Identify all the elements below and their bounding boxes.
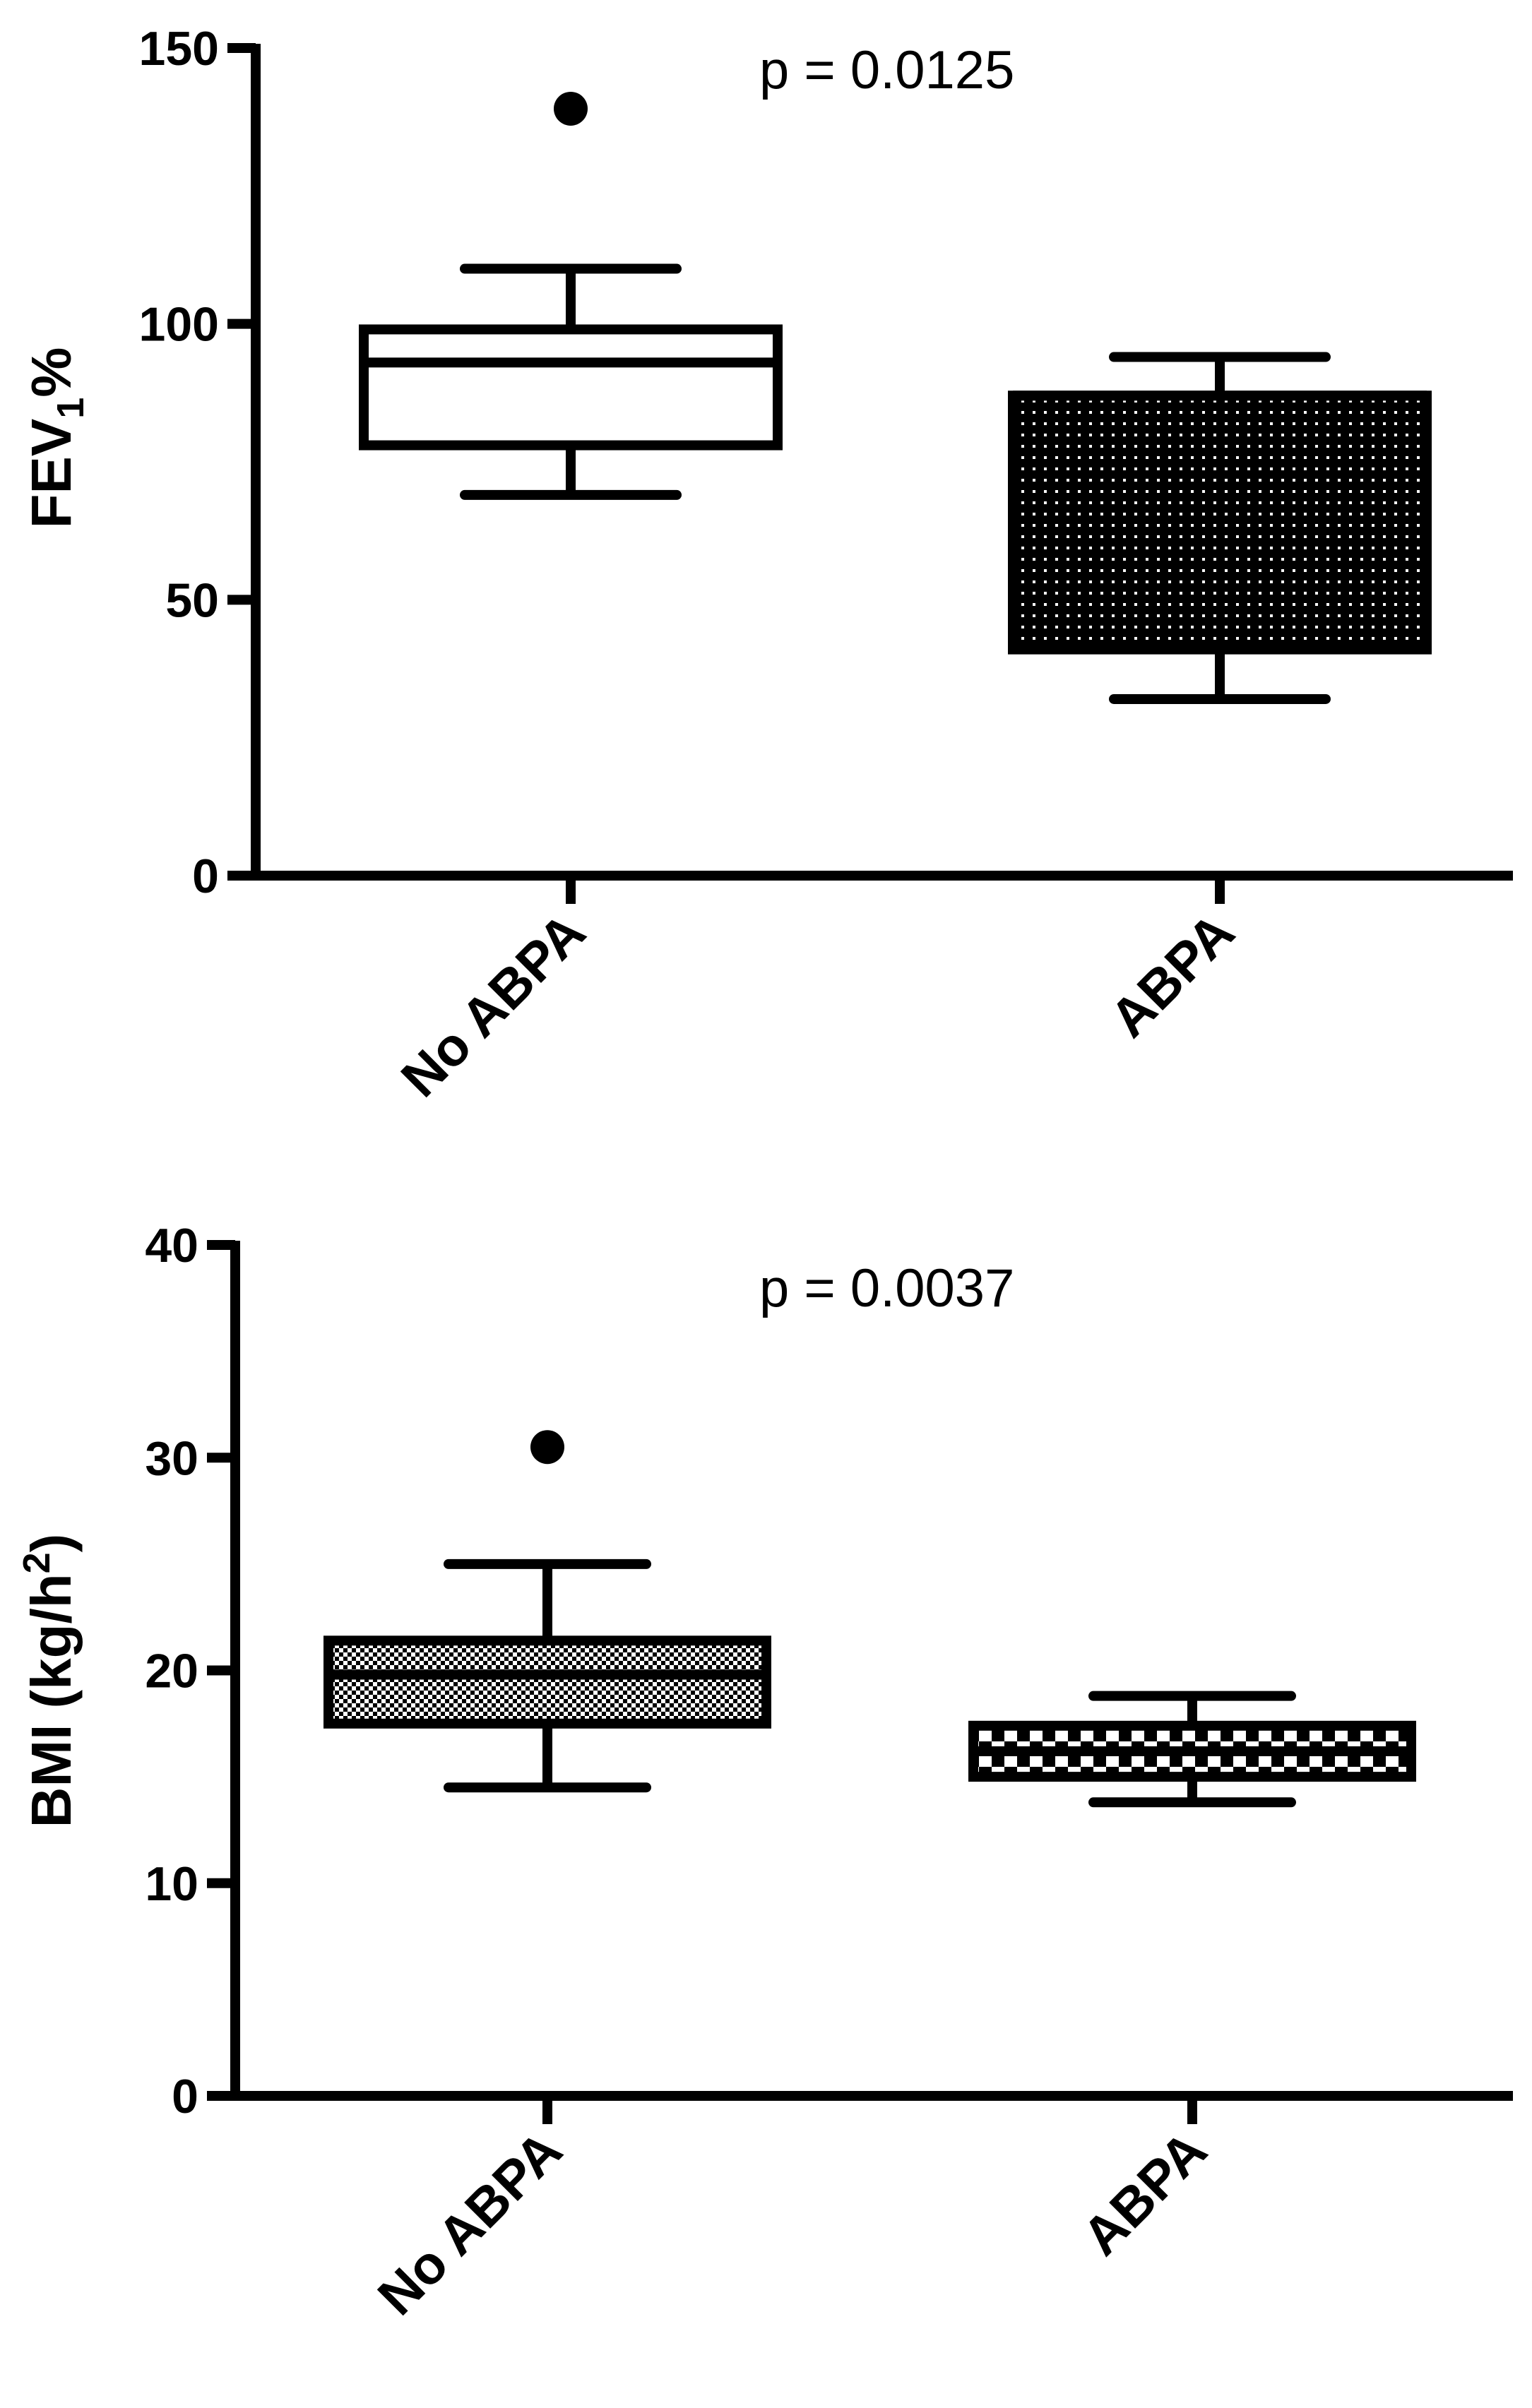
y-tick-label: 40 [145,1219,198,1272]
plot-area: 0 50 100 150 No ABPA ABPA [139,22,1513,1109]
plot-area: 0 10 20 30 40 No ABPA ABPA [145,1219,1513,2327]
bmi-panel: BMI (kg/h2) p = 0.0037 0 10 20 30 40 No ABPA A… [16,1219,1513,2327]
y-tick-label: 30 [145,1431,198,1485]
box-iqr [1008,391,1432,655]
p-value-annotation: p = 0.0037 [759,1258,1014,1318]
y-tick-label: 10 [145,1857,198,1911]
x-tick-label: No ABPA [390,902,597,1109]
y-tick-label: 0 [172,2070,198,2123]
y-tick-label: 0 [192,850,219,903]
y-axis-label: BMI (kg/h2) [16,1534,83,1828]
x-tick-label: No ABPA [367,2120,574,2327]
x-tick-label: ABPA [1099,902,1246,1049]
p-value-annotation: p = 0.0125 [759,40,1014,100]
fev1-panel: FEV1% p = 0.0125 0 50 100 150 No ABPA ABPA [20,22,1513,1109]
box-iqr [323,1635,771,1729]
x-tick-label: ABPA [1071,2120,1218,2267]
box-iqr [359,324,783,451]
outlier-point [554,91,588,126]
outlier-point [530,1430,564,1465]
y-tick-label: 50 [165,573,219,627]
y-axis-label: FEV1% [20,347,92,529]
y-tick-label: 20 [145,1645,198,1698]
y-tick-label: 150 [139,22,219,76]
y-tick-label: 100 [139,298,219,352]
